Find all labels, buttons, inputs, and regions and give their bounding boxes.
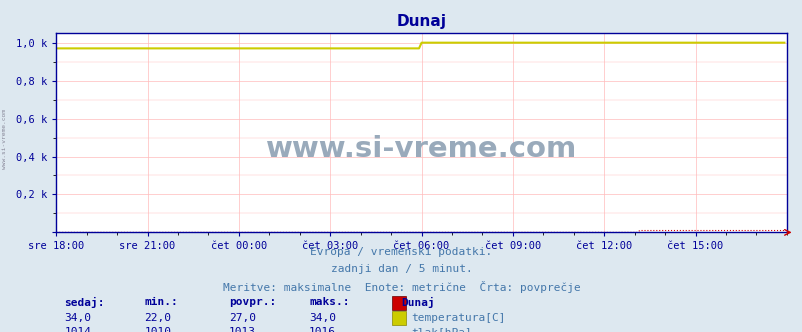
Text: sedaj:: sedaj:	[64, 297, 104, 308]
Text: 1014: 1014	[64, 327, 91, 332]
Text: Evropa / vremenski podatki.: Evropa / vremenski podatki.	[310, 247, 492, 257]
Text: www.si-vreme.com: www.si-vreme.com	[265, 135, 577, 163]
Text: povpr.:: povpr.:	[229, 297, 276, 307]
Text: Meritve: maksimalne  Enote: metrične  Črta: povprečje: Meritve: maksimalne Enote: metrične Črta…	[222, 281, 580, 292]
Text: 34,0: 34,0	[309, 313, 336, 323]
Text: zadnji dan / 5 minut.: zadnji dan / 5 minut.	[330, 264, 472, 274]
Text: min.:: min.:	[144, 297, 178, 307]
Title: Dunaj: Dunaj	[396, 14, 446, 29]
Text: 22,0: 22,0	[144, 313, 172, 323]
Text: temperatura[C]: temperatura[C]	[411, 313, 505, 323]
Text: 1013: 1013	[229, 327, 256, 332]
Text: maks.:: maks.:	[309, 297, 349, 307]
Text: Dunaj: Dunaj	[401, 297, 435, 308]
Text: 27,0: 27,0	[229, 313, 256, 323]
Text: www.si-vreme.com: www.si-vreme.com	[2, 110, 6, 169]
Text: tlak[hPa]: tlak[hPa]	[411, 327, 472, 332]
Text: 34,0: 34,0	[64, 313, 91, 323]
Text: 1010: 1010	[144, 327, 172, 332]
Text: 1016: 1016	[309, 327, 336, 332]
